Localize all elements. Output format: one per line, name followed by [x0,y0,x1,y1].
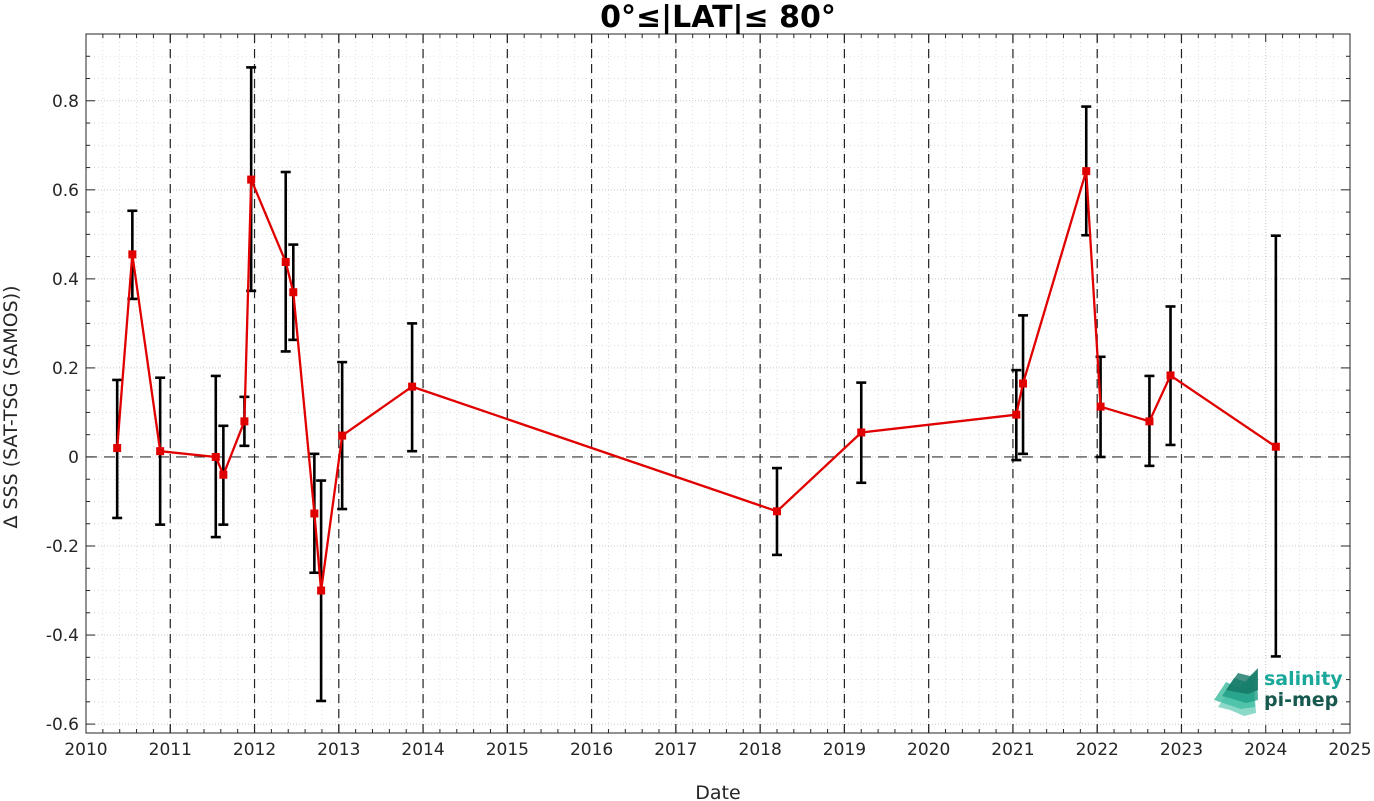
x-tick-label: 2019 [823,740,866,760]
series-line [116,169,1277,592]
data-point-marker [113,444,122,453]
y-tick-label: 0.2 [52,359,79,379]
chart-title: 0°≤|LAT|≤ 80° [600,0,836,35]
plot-area-frame [85,33,1351,734]
axes [85,33,1351,734]
data-point-marker [1271,442,1280,451]
data-point-marker [289,288,298,297]
y-tick-label: -0.2 [46,537,79,557]
data-point-marker [338,431,347,440]
x-tick-label: 2021 [991,740,1034,760]
data-point-marker [156,447,165,456]
y-tick-label: -0.6 [46,715,79,735]
x-tick-label: 2010 [64,740,107,760]
data-point-marker [1145,417,1154,426]
data-point-marker [1082,167,1091,176]
data-point-marker [1012,410,1021,419]
data-point-marker [1019,379,1028,388]
x-tick-label: 2018 [739,740,782,760]
x-tick-label: 2017 [654,740,697,760]
x-tick-label: 2016 [570,740,613,760]
y-tick-label: 0 [68,448,79,468]
x-axis-label: Date [695,782,740,801]
data-point-marker [128,250,137,259]
data-point-marker [240,417,249,426]
data-point-marker [247,175,256,184]
x-tick-label: 2013 [317,740,360,760]
data-point-marker [310,509,319,518]
series [116,169,1277,592]
data-point-marker [772,507,781,516]
tick-labels: 2010 2011 2012 2013 2014 2015 2016 2017 2018 2019… [46,92,1372,760]
data-point-marker [857,428,866,437]
x-tick-label: 2012 [233,740,276,760]
x-tick-label: 2024 [1244,740,1287,760]
grid [85,34,1351,733]
logo-graphic-icon [1214,668,1258,716]
year-lines [169,34,1183,733]
logo-text-pi-mep: pi-mep [1264,689,1338,711]
x-tick-label: 2011 [149,740,192,760]
y-tick-label: -0.4 [46,626,79,646]
data-point-marker [408,382,417,391]
logo-text-salinity: salinity [1264,668,1343,690]
y-tick-label: 0.8 [52,92,79,112]
y-tick-label: 0.6 [52,181,79,201]
x-tick-label: 2022 [1076,740,1119,760]
data-point-marker [211,452,220,461]
x-tick-label: 2014 [401,740,444,760]
data-point-marker [219,470,228,479]
x-tick-label: 2023 [1160,740,1203,760]
data-point-marker [281,257,290,266]
data-point-marker [1166,371,1175,380]
data-point-marker [1096,402,1105,411]
x-tick-label: 2020 [907,740,950,760]
y-axis-label: Δ SSS (SAT-TSG (SAMOS)) [0,285,22,528]
x-tick-label: 2025 [1328,740,1371,760]
x-tick-label: 2015 [486,740,529,760]
markers [113,167,1280,595]
salinity-pi-mep-logo: salinity pi-mep [1214,668,1343,716]
data-point-marker [317,586,326,595]
y-tick-label: 0.4 [52,270,79,290]
